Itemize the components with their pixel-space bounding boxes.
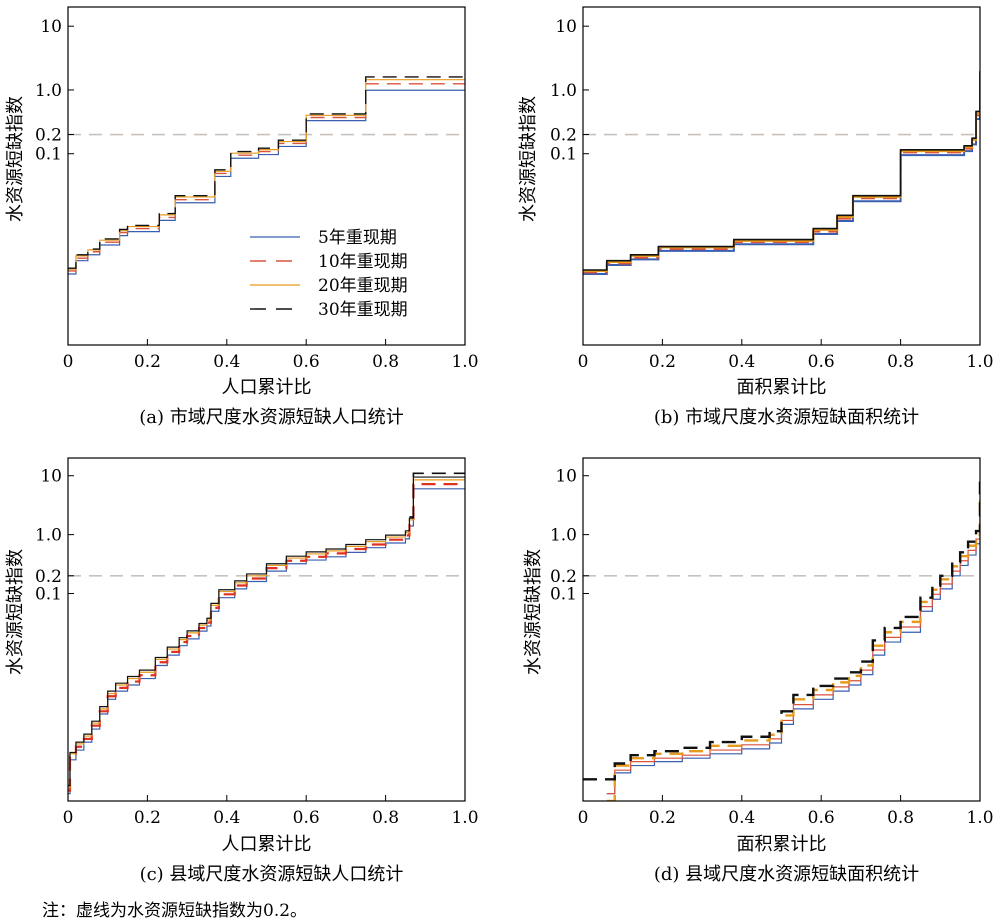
y-tick-label: 0.2 <box>550 567 577 587</box>
y-tick-label: 0.1 <box>35 145 62 165</box>
x-tick-label: 0.2 <box>649 352 676 372</box>
x-tick-label: 0.8 <box>372 352 399 372</box>
x-tick-label: 0.4 <box>728 808 755 828</box>
series-line-2 <box>68 483 465 792</box>
x-tick-label: 0.6 <box>808 808 835 828</box>
y-tick-label: 0.2 <box>35 567 62 587</box>
series-line-3 <box>583 72 980 272</box>
x-axis-title: 面积累计比 <box>736 834 827 855</box>
x-axis-title: 面积累计比 <box>736 377 827 398</box>
y-axis-title: 水资源短缺指数 <box>5 549 26 676</box>
series-line-3 <box>68 79 465 270</box>
panel-caption: (a) 市域尺度水资源短缺人口统计 <box>139 407 404 428</box>
y-axis-title: 水资源短缺指数 <box>5 96 26 223</box>
series-line-3 <box>606 491 980 801</box>
series-line-4 <box>583 70 980 271</box>
y-tick-label: 1.0 <box>550 526 577 546</box>
x-tick-label: 0.2 <box>134 352 161 372</box>
y-tick-label: 10 <box>40 17 62 37</box>
y-tick-label: 1.0 <box>35 81 62 101</box>
y-tick-label: 0.1 <box>550 145 577 165</box>
plot-frame <box>67 457 466 802</box>
plot-frame <box>582 457 981 802</box>
series-line-2 <box>606 499 980 795</box>
x-tick-label: 0.8 <box>887 808 914 828</box>
y-tick-label: 0.2 <box>35 126 62 146</box>
x-tick-label: 0.2 <box>134 808 161 828</box>
x-tick-label: 0.4 <box>213 808 240 828</box>
series-line-2 <box>68 83 465 272</box>
panel-caption: (b) 市域尺度水资源短缺面积统计 <box>653 407 920 428</box>
x-tick-label: 0.6 <box>293 808 320 828</box>
series-line-4 <box>68 476 465 787</box>
y-tick-label: 10 <box>555 467 577 487</box>
y-tick-label: 1.0 <box>35 526 62 546</box>
series-line-2 <box>583 75 980 274</box>
series-line-5 <box>409 472 465 518</box>
legend-entry-label: 10年重现期 <box>318 252 408 272</box>
x-tick-label: 0.6 <box>293 352 320 372</box>
series-line-3 <box>68 479 465 789</box>
x-tick-label: 1.0 <box>451 808 478 828</box>
series-line-1 <box>606 506 980 795</box>
series-line-1 <box>583 78 980 275</box>
plot-frame <box>582 6 981 346</box>
x-tick-label: 1.0 <box>451 352 478 372</box>
y-axis-title: 水资源短缺指数 <box>518 96 539 223</box>
y-tick-label: 0.1 <box>550 585 577 605</box>
legend-entry-label: 20年重现期 <box>318 276 408 296</box>
series-line-4 <box>583 481 980 781</box>
x-tick-label: 0.2 <box>649 808 676 828</box>
figure-note: 注：虚线为水资源短缺指数为0.2。 <box>42 901 308 921</box>
plot-frame <box>67 6 466 346</box>
x-tick-label: 0 <box>578 808 589 828</box>
series-line-1 <box>68 89 465 275</box>
x-tick-label: 0.8 <box>372 808 399 828</box>
x-axis-title: 人口累计比 <box>221 377 312 398</box>
x-tick-label: 1.0 <box>966 808 993 828</box>
x-tick-label: 0 <box>63 808 74 828</box>
x-tick-label: 1.0 <box>966 352 993 372</box>
x-tick-label: 0 <box>578 352 589 372</box>
chart-panel-1: 0 0.2 0.4 0.6 0.8 1.0101.00.20.15年重现期10年重现期20… <box>35 6 479 372</box>
y-tick-label: 0.1 <box>35 585 62 605</box>
x-tick-label: 0 <box>63 352 74 372</box>
y-axis-title: 水资源短缺指数 <box>523 549 544 676</box>
y-tick-label: 0.2 <box>550 126 577 146</box>
x-tick-label: 0.8 <box>887 352 914 372</box>
x-tick-label: 0.6 <box>808 352 835 372</box>
x-tick-label: 0.4 <box>213 352 240 372</box>
x-tick-label: 0.4 <box>728 352 755 372</box>
x-axis-title: 人口累计比 <box>221 834 312 855</box>
panel-caption: (c) 县域尺度水资源短缺人口统计 <box>139 864 404 885</box>
y-tick-label: 1.0 <box>550 81 577 101</box>
series-line-4 <box>68 76 465 269</box>
y-tick-label: 10 <box>40 467 62 487</box>
legend-entry-label: 30年重现期 <box>318 300 408 320</box>
y-tick-label: 10 <box>555 17 577 37</box>
legend-entry-label: 5年重现期 <box>318 228 397 248</box>
legend: 5年重现期 10年重现期 20年重现期 30年重现期 <box>250 228 408 320</box>
panel-caption: (d) 县域尺度水资源短缺面积统计 <box>653 864 920 885</box>
